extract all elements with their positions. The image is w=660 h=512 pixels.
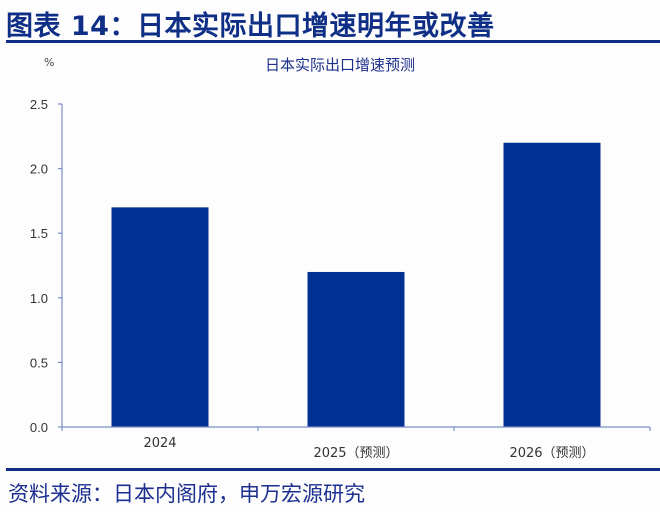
bar-2 [503, 142, 601, 427]
bars [111, 142, 601, 427]
title-divider [6, 40, 660, 43]
bar-chart: 0.0 0.5 1.0 1.5 2.0 2.5 2024 2025（预测） 2026（预测） [30, 97, 651, 461]
y-tick-label: 1.0 [30, 291, 48, 306]
x-tick-label: 2025（预测） [313, 446, 398, 461]
y-axis: 0.0 0.5 1.0 1.5 2.0 2.5 [30, 97, 63, 435]
y-axis-unit: % [44, 56, 55, 69]
bar-1 [307, 271, 405, 427]
x-tick-label: 2026（预测） [509, 446, 594, 461]
y-tick-label: 1.5 [30, 226, 48, 241]
y-tick-label: 0.5 [30, 355, 48, 370]
x-axis: 2024 2025（预测） 2026（预测） [61, 426, 651, 461]
y-tick-label: 0.0 [30, 420, 48, 435]
figure-title: 图表 14：日本实际出口增速明年或改善 [6, 11, 495, 42]
source-divider [6, 468, 660, 471]
y-tick-label: 2.5 [30, 97, 48, 112]
y-tick-label: 2.0 [30, 162, 48, 177]
chart-title: 日本实际出口增速预测 [264, 56, 415, 74]
source-note: 资料来源：日本内阁府，申万宏源研究 [8, 482, 365, 506]
bar-0 [111, 207, 209, 427]
x-tick-label: 2024 [143, 436, 176, 451]
